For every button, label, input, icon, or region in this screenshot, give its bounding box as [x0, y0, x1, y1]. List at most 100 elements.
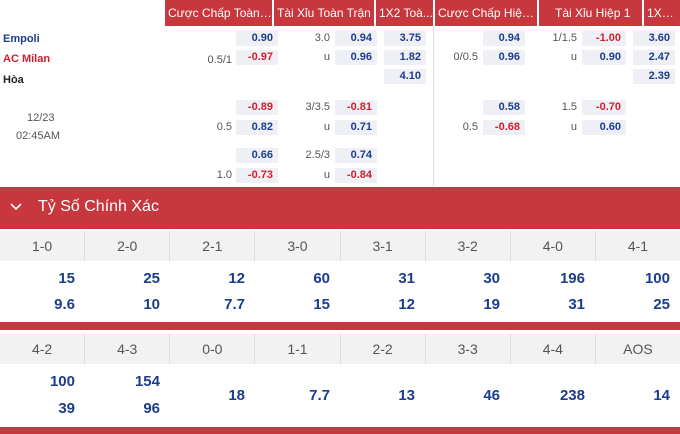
chevron-down-icon[interactable] [9, 199, 23, 213]
score-odds-cell[interactable]: 14 [595, 364, 680, 426]
odds-cell[interactable]: 0.96 [483, 50, 525, 65]
h1-ou-under-label: u [570, 121, 577, 133]
col-1x2-h1[interactable]: 1X2 H [644, 0, 680, 26]
score-label: 3-0 [255, 231, 341, 261]
odds-away[interactable]: 25 [653, 296, 670, 313]
odds-away[interactable]: 15 [313, 296, 330, 313]
odds-single[interactable]: 18 [228, 387, 245, 404]
team-home: Empoli [3, 33, 40, 45]
score-odds-cell[interactable]: 100 25 [595, 261, 680, 322]
odds-cell[interactable]: 1.82 [384, 50, 426, 65]
odds-single[interactable]: 13 [398, 387, 415, 404]
score-label: 1-1 [255, 334, 341, 364]
score-label: 2-1 [170, 231, 256, 261]
score-odds-cell[interactable]: 25 10 [85, 261, 170, 322]
odds-home[interactable]: 196 [559, 270, 585, 287]
score-odds-cell[interactable]: 238 [510, 364, 595, 426]
odds-away[interactable]: 10 [143, 296, 160, 313]
odds-cell[interactable]: -0.70 [582, 100, 626, 115]
odds-single[interactable]: 46 [483, 387, 500, 404]
col-1x2-full[interactable]: 1X2 Toà... [376, 0, 433, 26]
score-odds-cell[interactable]: 196 31 [510, 261, 595, 322]
odds-home[interactable]: 12 [228, 270, 245, 287]
odds-cell[interactable]: 0.94 [335, 31, 377, 46]
odds-single[interactable]: 238 [559, 387, 585, 404]
score-odds-cell[interactable]: 7.7 [255, 364, 340, 426]
odds-away[interactable]: 7.7 [224, 296, 245, 313]
ou-under-label: u [323, 169, 330, 181]
odds-single[interactable]: 14 [653, 387, 670, 404]
odds-cell[interactable]: -0.68 [483, 120, 525, 135]
odds-cell[interactable]: -0.84 [335, 168, 377, 183]
score-label: 2-0 [85, 231, 171, 261]
score-label: 1-0 [0, 231, 86, 261]
team-away: AC Milan [3, 53, 51, 65]
odds-cell[interactable]: 2.39 [633, 69, 675, 84]
odds-single[interactable]: 7.7 [309, 387, 330, 404]
odds-cell[interactable]: 3.75 [384, 31, 426, 46]
odds-away[interactable]: 96 [143, 400, 160, 417]
ah-line: 1.0 [216, 169, 232, 181]
odds-away[interactable]: 19 [483, 296, 500, 313]
odds-home[interactable]: 100 [644, 270, 670, 287]
odds-home[interactable]: 15 [58, 270, 75, 287]
score-label: 3-2 [426, 231, 511, 261]
score-odds-cell[interactable]: 31 12 [340, 261, 425, 322]
score-odds-cell[interactable]: 30 19 [425, 261, 510, 322]
odds-cell[interactable]: 0.90 [236, 31, 278, 46]
h1-ah-line: 0.5 [462, 121, 478, 133]
odds-cell[interactable]: -0.73 [236, 168, 278, 183]
odds-cell[interactable]: 2.47 [633, 50, 675, 65]
score-label: 4-3 [85, 334, 171, 364]
odds-cell[interactable]: 0.94 [483, 31, 525, 46]
odds-cell[interactable]: -0.81 [335, 100, 377, 115]
odds-cell[interactable]: 0.90 [582, 50, 626, 65]
col-ou-h1[interactable]: Tài Xỉu Hiệp 1 [539, 0, 642, 26]
ah-line: 0.5 [216, 121, 232, 133]
odds-home[interactable]: 30 [483, 270, 500, 287]
odds-home[interactable]: 154 [134, 373, 160, 390]
ou-line: 3/3.5 [305, 101, 330, 113]
col-ou-full[interactable]: Tài Xỉu Toàn Trận [274, 0, 374, 26]
odds-cell[interactable]: -0.97 [236, 50, 278, 65]
odds-home[interactable]: 25 [143, 270, 160, 287]
odds-away[interactable]: 39 [58, 400, 75, 417]
team-draw: Hòa [3, 74, 24, 86]
odds-cell[interactable]: 0.58 [483, 100, 525, 115]
odds-cell[interactable]: -0.89 [236, 100, 278, 115]
score-odds-cell[interactable]: 13 [340, 364, 425, 426]
score-header-row: 1-0 2-0 2-1 3-0 3-1 3-2 4-0 4-1 [0, 231, 680, 261]
odds-home[interactable]: 60 [313, 270, 330, 287]
correct-score-header[interactable]: Tỷ Số Chính Xác [0, 187, 680, 229]
odds-cell[interactable]: 0.74 [335, 148, 377, 163]
odds-away[interactable]: 9.6 [54, 296, 75, 313]
odds-away[interactable]: 12 [398, 296, 415, 313]
col-handicap-h1[interactable]: Cược Chấp Hiệp 1 [435, 0, 537, 26]
ou-under-label: u [323, 121, 330, 133]
score-odds-cell[interactable]: 100 39 [0, 364, 85, 426]
odds-cell[interactable]: 0.82 [236, 120, 278, 135]
odds-cell[interactable]: 0.96 [335, 50, 377, 65]
odds-home[interactable]: 100 [49, 373, 75, 390]
score-odds-cell[interactable]: 15 9.6 [0, 261, 85, 322]
ah-line: 0.5/1 [207, 54, 232, 66]
row-separator [0, 322, 680, 330]
score-odds-cell[interactable]: 60 15 [255, 261, 340, 322]
odds-cell[interactable]: 4.10 [384, 69, 426, 84]
score-odds-cell[interactable]: 18 [170, 364, 255, 426]
odds-cell[interactable]: 0.60 [582, 120, 626, 135]
score-label: 2-2 [341, 334, 426, 364]
odds-cell[interactable]: 0.71 [335, 120, 377, 135]
col-handicap-full[interactable]: Cược Chấp Toàn ... [165, 0, 272, 26]
score-odds-cell[interactable]: 46 [425, 364, 510, 426]
odds-header: Cược Chấp Toàn ... Tài Xỉu Toàn Trận 1X2… [0, 0, 680, 26]
odds-cell[interactable]: 3.60 [633, 31, 675, 46]
score-label: 3-1 [341, 231, 426, 261]
odds-cell[interactable]: -1.00 [582, 31, 626, 46]
score-odds-cell[interactable]: 154 96 [85, 364, 170, 426]
row-separator [0, 427, 680, 434]
score-odds-cell[interactable]: 12 7.7 [170, 261, 255, 322]
odds-home[interactable]: 31 [398, 270, 415, 287]
odds-away[interactable]: 31 [568, 296, 585, 313]
odds-cell[interactable]: 0.66 [236, 148, 278, 163]
